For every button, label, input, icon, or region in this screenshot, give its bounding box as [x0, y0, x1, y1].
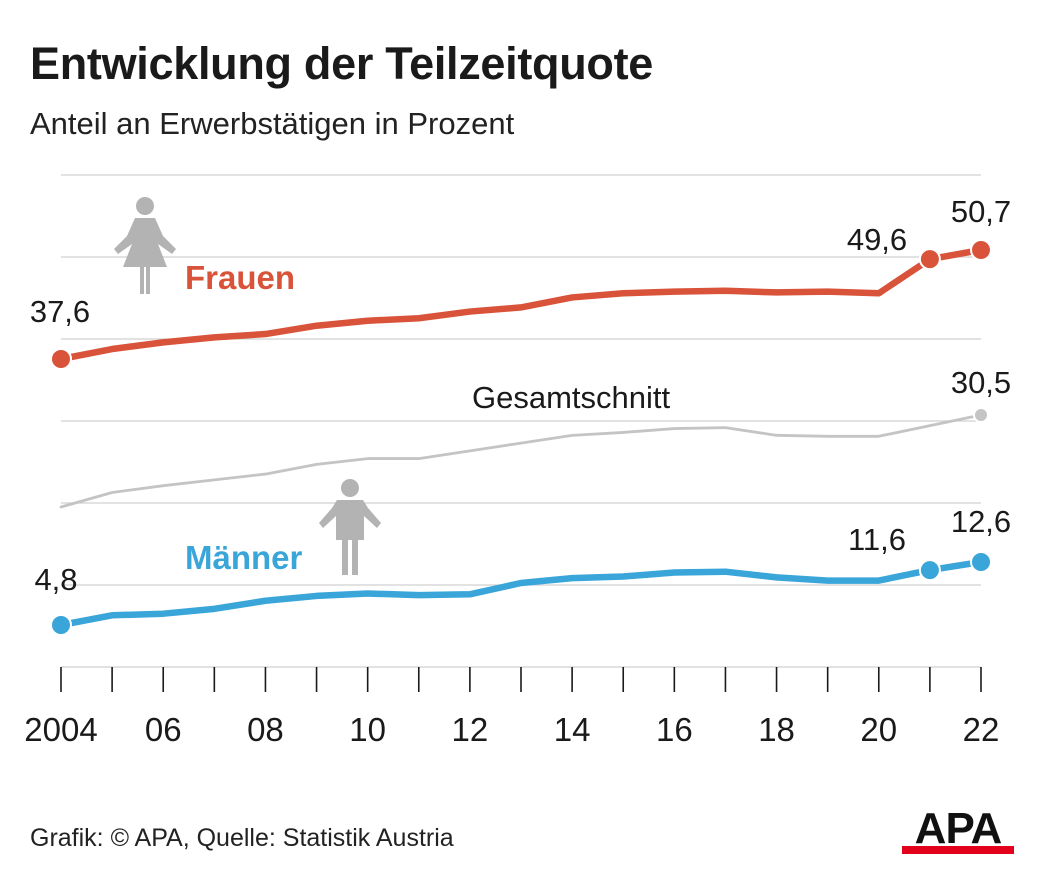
data-label-men: 12,6 — [951, 504, 1011, 539]
data-point-women — [50, 348, 72, 370]
series-line-women — [57, 246, 985, 363]
data-labels: 37,6 49,6 50,7 30,5 4,8 11,6 12,6 — [30, 194, 1011, 597]
x-tick-label: 22 — [963, 711, 1000, 748]
data-label-women: 50,7 — [951, 194, 1011, 229]
x-tick-label: 08 — [247, 711, 284, 748]
source-credit: Grafik: © APA, Quelle: Statistik Austria — [30, 824, 454, 852]
series-labels: Frauen Gesamtschnitt Männer — [185, 259, 671, 576]
grid-lines — [61, 174, 981, 668]
data-point-men — [918, 559, 941, 582]
data-label-women: 37,6 — [30, 294, 90, 329]
apa-logo-bar — [902, 846, 1014, 854]
series-line-men — [57, 558, 985, 629]
x-tick-label: 10 — [349, 711, 386, 748]
data-label-men: 11,6 — [848, 522, 906, 557]
x-tick-label: 20 — [860, 711, 897, 748]
series-label-total: Gesamtschnitt — [472, 380, 671, 415]
data-label-women: 49,6 — [847, 222, 907, 257]
x-tick-label: 18 — [758, 711, 795, 748]
chart-subtitle: Anteil an Erwerbstätigen in Prozent — [30, 106, 515, 141]
series-label-women: Frauen — [185, 259, 295, 296]
apa-logo-text: APA — [915, 806, 1002, 853]
x-tick-label: 12 — [452, 711, 489, 748]
x-tick-label: 2004 — [24, 711, 97, 748]
data-point-men — [50, 614, 72, 636]
x-tick-label: 16 — [656, 711, 693, 748]
chart-title: Entwicklung der Teilzeitquote — [30, 38, 654, 89]
series-label-men: Männer — [185, 539, 303, 576]
series-line-total — [59, 413, 983, 509]
data-label-total: 30,5 — [951, 365, 1011, 400]
apa-logo: APA — [902, 806, 1014, 854]
data-label-men: 4,8 — [34, 562, 77, 597]
data-point-men — [970, 551, 992, 573]
data-point-women — [970, 239, 992, 261]
woman-icon — [114, 197, 176, 294]
person-icons — [114, 197, 381, 575]
x-axis: 2004 06 08 10 12 14 16 18 20 22 — [24, 667, 999, 748]
data-point-total — [973, 407, 989, 423]
data-point-women — [918, 248, 941, 271]
x-tick-label: 14 — [554, 711, 591, 748]
x-tick-label: 06 — [145, 711, 182, 748]
series — [50, 239, 992, 636]
man-icon — [319, 479, 381, 575]
